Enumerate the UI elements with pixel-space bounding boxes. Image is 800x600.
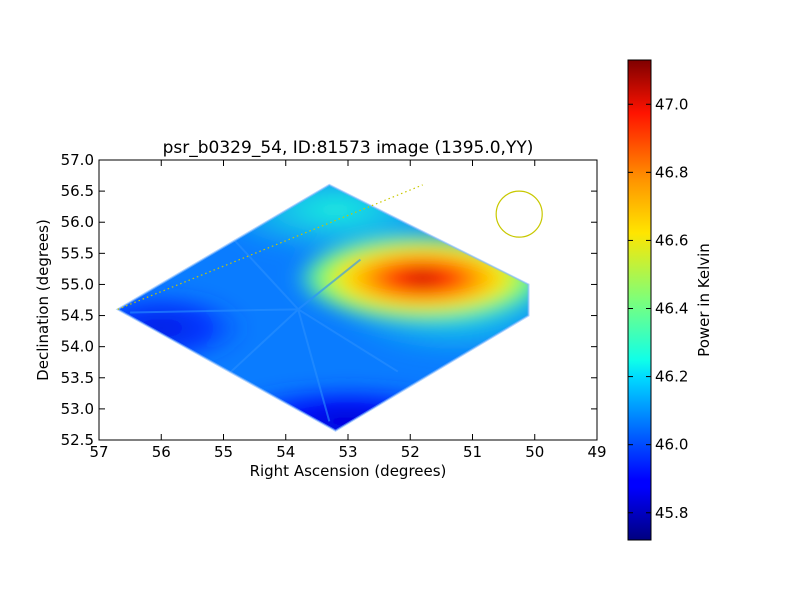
colorbar-tick-label: 46.6: [655, 231, 688, 249]
heatmap-cold-region: [117, 290, 249, 366]
colorbar-tick-label: 46.0: [655, 436, 688, 454]
heatmap-seam: [297, 309, 331, 422]
y-tick-label: 52.5: [61, 431, 94, 449]
x-tick-label: 56: [152, 443, 171, 461]
x-tick-label: 57: [89, 443, 108, 461]
y-axis-ticks: 52.5 53.0 53.5 54.0 54.5 55.0 55.5 56.0 56.5 57.0: [61, 151, 597, 449]
y-tick-label: 55.5: [61, 244, 94, 262]
y-axis-label: Declination (degrees): [34, 219, 52, 381]
footprint-edge: [115, 183, 530, 432]
chart-title: psr_b0329_54, ID:81573 image (1395.0,YY): [163, 138, 534, 158]
y-tick-label: 54.5: [61, 307, 94, 325]
y-tick-label: 53.0: [61, 400, 94, 418]
colorbar-tick-label: 45.8: [655, 504, 688, 522]
y-tick-label: 56.0: [61, 213, 94, 231]
colorbar-tick-label: 46.4: [655, 300, 688, 318]
heatmap-seam: [130, 308, 299, 314]
y-tick-label: 56.5: [61, 182, 94, 200]
heatmap-image: [117, 184, 529, 431]
heatmap-seam: [297, 308, 399, 373]
colorbar-label: Power in Kelvin: [695, 243, 713, 357]
x-tick-label: 55: [214, 443, 233, 461]
x-tick-label: 51: [463, 443, 482, 461]
x-tick-label: 53: [338, 443, 357, 461]
y-tick-label: 53.5: [61, 369, 94, 387]
x-tick-label: 49: [587, 443, 606, 461]
colorbar-ticks: 45.8 46.0 46.2 46.4 46.6 46.8 47.0: [628, 95, 688, 522]
y-tick-label: 57.0: [61, 151, 94, 169]
colorbar: [627, 59, 652, 541]
x-tick-label: 50: [525, 443, 544, 461]
x-tick-label: 54: [276, 443, 295, 461]
colorbar-tick-label: 47.0: [655, 95, 688, 113]
beam-circle: [495, 190, 543, 238]
colorbar-tick-label: 46.2: [655, 368, 688, 386]
x-tick-label: 52: [401, 443, 420, 461]
heatmap-seams: [130, 227, 399, 422]
y-tick-label: 54.0: [61, 338, 94, 356]
heatmap-seam: [297, 258, 362, 311]
colorbar-tick-label: 46.8: [655, 163, 688, 181]
heatmap-seam: [222, 227, 299, 311]
y-tick-label: 55.0: [61, 275, 94, 293]
x-axis-label: Right Ascension (degrees): [250, 462, 447, 480]
x-axis-ticks: 57 56 55 54 53 52 51 50 49: [89, 160, 607, 461]
dotted-line: [117, 184, 423, 310]
